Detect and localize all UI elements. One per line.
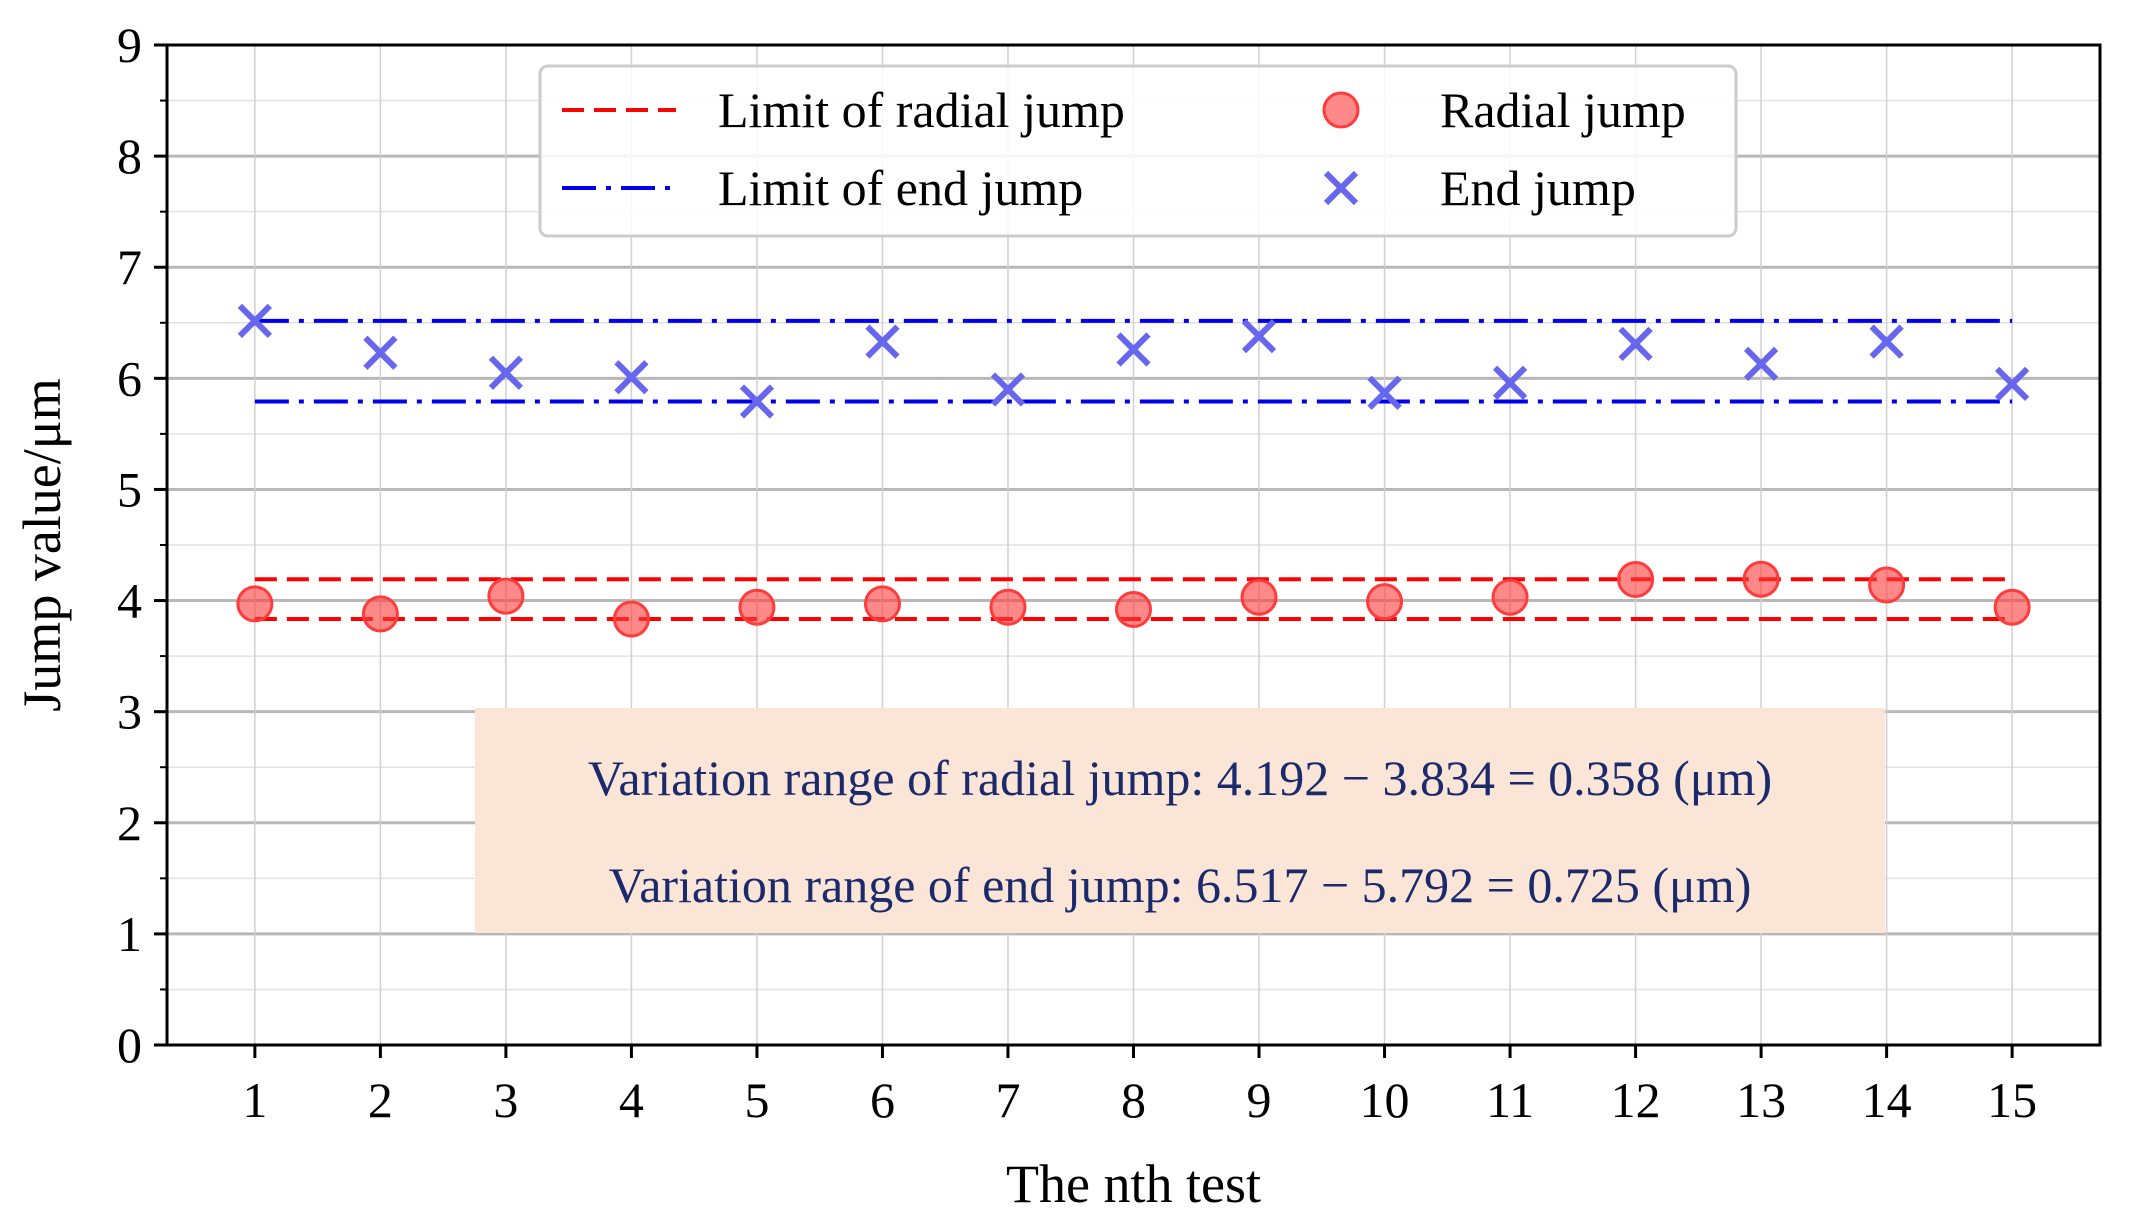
end-jump-point [614, 360, 649, 395]
x-tick-label: 3 [493, 1072, 518, 1128]
y-tick-label: 6 [117, 350, 142, 406]
radial-jump-point [1366, 583, 1404, 621]
x-marker-stroke [1618, 326, 1653, 362]
x-marker-stroke [990, 372, 1026, 407]
x-tick-label: 10 [1360, 1072, 1410, 1128]
legend: Limit of radial jump Limit of end jump R… [538, 64, 1738, 238]
end-jump-point [237, 303, 272, 339]
end-jump-point [1743, 346, 1779, 382]
y-tick-label: 1 [117, 906, 142, 962]
end-jump-point [1618, 326, 1653, 362]
radial-jump-point [1240, 578, 1278, 616]
x-tick-label: 5 [744, 1072, 769, 1128]
x-tick-label: 12 [1611, 1072, 1661, 1128]
end-jump-point [1116, 332, 1151, 367]
x-axis-title: The nth test [1006, 1154, 1261, 1214]
radial-jump-point [1115, 590, 1152, 628]
radial-jump-point [612, 600, 650, 638]
annotation-end-range: Variation range of end jump: 6.517 − 5.7… [609, 857, 1752, 913]
y-tick-label: 0 [117, 1017, 142, 1073]
x-marker-stroke [1743, 346, 1779, 382]
end-jump-point [363, 335, 398, 370]
x-marker-stroke [614, 360, 649, 395]
end-jump-point [1241, 318, 1277, 354]
y-tick-label: 3 [117, 684, 142, 740]
radial-jump-point [361, 595, 399, 633]
y-tick-label: 4 [117, 573, 142, 629]
y-tick-label: 9 [117, 17, 142, 73]
legend-label-end-jump: End jump [1440, 160, 1636, 216]
end-jump-point [1492, 365, 1528, 400]
x-tick-label: 8 [1121, 1072, 1146, 1128]
radial-jump-point [1491, 578, 1529, 616]
end-jump-point [865, 324, 900, 359]
x-marker-stroke [488, 355, 524, 390]
x-marker-stroke [237, 303, 272, 339]
x-tick-label: 4 [619, 1072, 644, 1128]
radial-jump-point [1868, 566, 1906, 604]
end-jump-point [488, 355, 524, 390]
x-marker-stroke [1323, 170, 1359, 206]
legend-frame [538, 64, 1738, 238]
y-tick-label: 5 [117, 461, 142, 517]
x-marker-stroke [363, 335, 398, 370]
legend-label-end-limit: Limit of end jump [718, 160, 1083, 216]
legend-label-radial-jump: Radial jump [1440, 82, 1686, 138]
end-jump-point [739, 384, 775, 419]
x-marker-stroke [1116, 332, 1151, 367]
data-points [236, 303, 2031, 638]
annotation-box: Variation range of radial jump: 4.192 − … [475, 708, 1885, 933]
x-marker-stroke [1241, 318, 1277, 354]
x-tick-label: 14 [1862, 1072, 1912, 1128]
legend-radial-marker [1322, 91, 1360, 129]
y-axis-title: Jump value/μm [12, 378, 72, 711]
legend-end-marker [1323, 170, 1359, 206]
radial-jump-point [863, 585, 901, 623]
radial-jump-point [487, 577, 525, 615]
x-tick-label: 6 [870, 1072, 895, 1128]
radial-jump-point [1742, 560, 1780, 598]
x-marker-stroke [1492, 365, 1528, 400]
radial-jump-point [1993, 588, 2031, 626]
x-tick-label: 11 [1486, 1072, 1534, 1128]
x-tick-label: 15 [1987, 1072, 2037, 1128]
x-tick-label: 1 [242, 1072, 267, 1128]
radial-jump-point [738, 588, 776, 626]
x-marker-stroke [1995, 366, 2030, 402]
x-tick-label: 7 [995, 1072, 1020, 1128]
x-tick-label: 9 [1247, 1072, 1272, 1128]
radial-jump-point [1617, 560, 1655, 598]
radial-jump-point [236, 585, 274, 623]
end-jump-point [1995, 366, 2030, 402]
annotation-background [475, 708, 1885, 933]
x-marker-stroke [739, 384, 775, 419]
y-tick-label: 2 [117, 795, 142, 851]
radial-jump-point [989, 588, 1027, 626]
end-jump-point [990, 372, 1026, 407]
end-jump-point [1869, 324, 1904, 359]
legend-x-marker [1323, 170, 1359, 206]
end-jump-point [1367, 375, 1402, 410]
x-marker-stroke [1367, 375, 1402, 410]
y-tick-label: 8 [117, 128, 142, 184]
annotation-radial-range: Variation range of radial jump: 4.192 − … [588, 750, 1772, 806]
x-marker-stroke [1869, 324, 1904, 359]
legend-label-radial-limit: Limit of radial jump [718, 82, 1125, 138]
y-tick-label: 7 [117, 239, 142, 295]
x-marker-stroke [865, 324, 900, 359]
x-tick-label: 2 [368, 1072, 393, 1128]
x-tick-label: 13 [1736, 1072, 1786, 1128]
